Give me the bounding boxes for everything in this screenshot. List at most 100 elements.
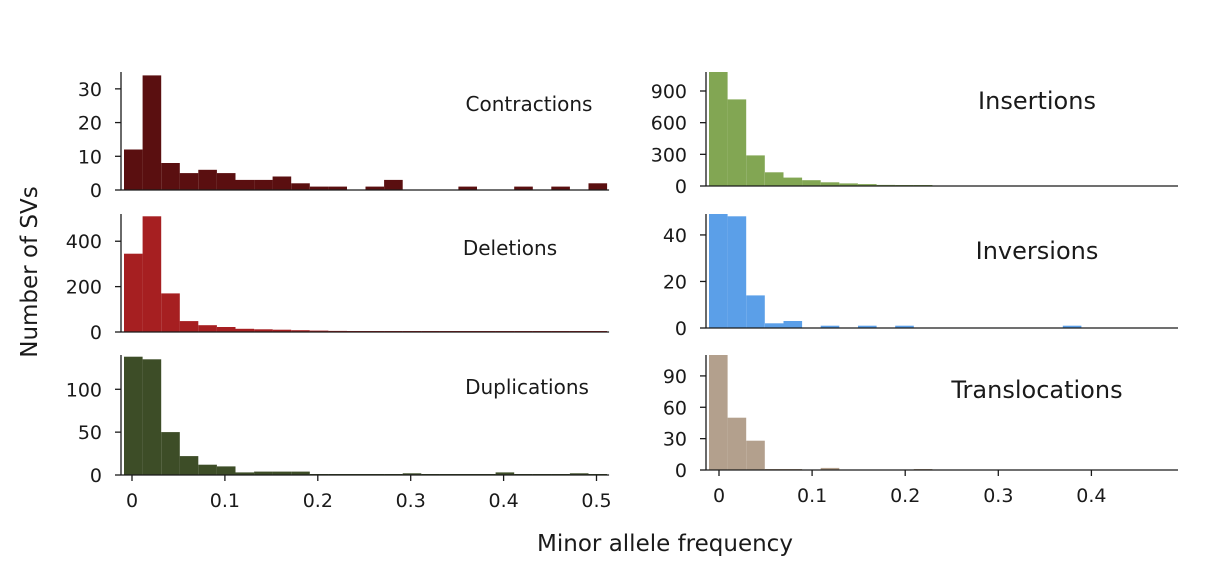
x-axis-title: Minor allele frequency [537,531,793,557]
panel-translocations: 0 30 60 90 0 0.1 0.2 0.3 0.4 Translocations [663,355,1178,507]
bar [291,471,310,475]
bar [746,440,765,470]
bar [783,321,803,328]
bar [272,471,292,475]
bar [746,295,765,328]
y-tick-label: 30 [663,429,687,451]
bar [291,330,310,332]
panel-duplications: 0 50 100 0 0.1 0.2 0.3 0.4 0.5 Duplications [66,355,612,512]
y-tick-label: 90 [663,366,687,388]
x-tick-label: 0.3 [396,490,426,512]
bar [727,216,747,328]
bar [235,328,255,332]
bar [198,169,217,190]
bar [764,172,784,186]
y-tick-label: 60 [663,397,687,419]
bar [272,329,292,332]
bar [254,329,273,332]
panel-insertions: 0 300 600 900 Insertions [651,72,1178,198]
bar [142,359,162,475]
y-tick-label: 400 [66,231,102,253]
bar [272,176,292,190]
bar [254,471,273,475]
bar [820,325,840,328]
bar [216,327,236,332]
y-tick-label: 0 [90,180,102,202]
x-tick-label: 0.4 [488,490,518,512]
bar [124,356,143,475]
bar [365,186,385,190]
bar [161,293,180,332]
bar [235,472,255,475]
panel-title: Contractions [466,92,593,116]
y-tick-label: 30 [78,79,102,101]
bar [569,473,589,475]
bar [764,323,784,328]
bar [291,183,310,190]
bar [402,473,422,475]
x-tick-label: 0.4 [1076,485,1106,507]
bar [198,464,217,475]
panel-inversions: 0 20 40 Inversions [663,214,1178,340]
bar [895,325,914,328]
bar [254,179,273,190]
bar [124,253,143,332]
x-tick-label: 0.2 [890,485,920,507]
bar [198,325,217,332]
bar [179,173,199,190]
panel-contractions: 0 10 20 30 Contractions [78,72,610,202]
y-tick-label: 50 [78,422,102,444]
y-tick-label: 0 [675,318,687,340]
bar [514,186,533,190]
panel-title: Inversions [976,237,1099,265]
y-axis-title: Number of SVs [17,186,43,358]
x-tick-label: 0.3 [983,485,1013,507]
y-tick-label: 20 [663,271,687,293]
bar [124,149,143,190]
bar [709,72,728,186]
bar [384,179,403,190]
y-tick-label: 10 [78,146,102,168]
panel-title: Duplications [465,375,589,399]
bar [783,177,803,186]
bar [309,186,329,190]
bar [458,186,477,190]
bar [142,216,162,332]
x-tick-label: 0 [126,490,138,512]
y-tick-label: 20 [78,113,102,135]
bar [820,182,840,186]
bar [179,321,199,332]
bar [839,183,858,186]
y-tick-label: 0 [675,176,687,198]
bar [709,214,728,328]
bar [858,325,877,328]
bar [495,472,515,475]
bar [179,456,199,475]
bar [588,183,608,190]
bar [1062,325,1082,328]
bar [142,75,162,190]
panel-deletions: 0 200 400 Deletions [66,214,610,344]
y-tick-label: 200 [66,277,102,299]
panel-title: Insertions [978,87,1096,115]
bar [802,180,821,186]
panel-title: Translocations [950,376,1122,404]
bar [328,186,347,190]
bar [309,330,329,332]
bar [216,173,236,190]
bar [746,155,765,186]
bar [161,432,180,475]
x-tick-label: 0.1 [210,490,240,512]
x-tick-label: 0.5 [581,490,611,512]
x-tick-label: 0.1 [797,485,827,507]
y-tick-label: 0 [675,460,687,482]
bar [727,99,747,186]
panel-title: Deletions [463,236,557,260]
y-tick-label: 300 [651,144,687,166]
y-tick-label: 0 [90,322,102,344]
x-tick-label: 0.2 [303,490,333,512]
x-tick-label: 0 [713,485,725,507]
y-tick-label: 40 [663,225,687,247]
bar [727,417,747,470]
